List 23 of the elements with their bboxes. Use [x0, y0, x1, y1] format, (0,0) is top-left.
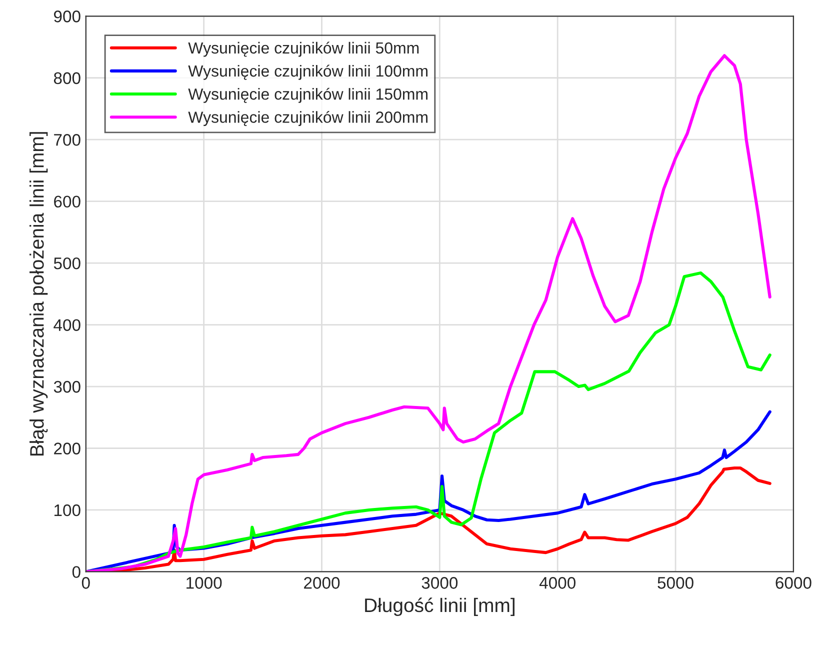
legend-label: Wysunięcie czujników linii 150mm — [188, 88, 428, 103]
x-tick-label: 0 — [82, 577, 90, 589]
x-tick-label: 5000 — [658, 577, 694, 589]
y-tick-label: 400 — [54, 319, 80, 331]
y-tick-label: 300 — [54, 380, 80, 393]
y-tick-label: 600 — [54, 196, 80, 208]
y-tick-label: 0 — [72, 566, 80, 578]
x-tick-label: 6000 — [776, 577, 812, 589]
y-tick-label: 700 — [54, 134, 80, 146]
legend-label: Wysunięcie czujników linii 50mm — [188, 42, 419, 57]
y-tick-label: 200 — [54, 442, 80, 454]
y-tick-label: 800 — [54, 72, 80, 84]
y-tick-label: 900 — [54, 10, 80, 22]
x-tick-label: 1000 — [186, 577, 222, 589]
legend-label: Wysunięcie czujników linii 200mm — [188, 110, 428, 126]
x-axis-title: Długość linii [mm] — [365, 598, 514, 616]
y-tick-label: 500 — [54, 257, 80, 270]
x-tick-label: 4000 — [539, 577, 576, 589]
y-tick-label: 100 — [54, 504, 80, 516]
legend-label: Wysunięcie czujników linii 100mm — [188, 64, 428, 80]
x-tick-label: 2000 — [304, 577, 340, 589]
x-tick-label: 3000 — [422, 577, 458, 589]
y-axis-title: Błąd wyznaczania położenia linii [mm] — [30, 132, 48, 456]
